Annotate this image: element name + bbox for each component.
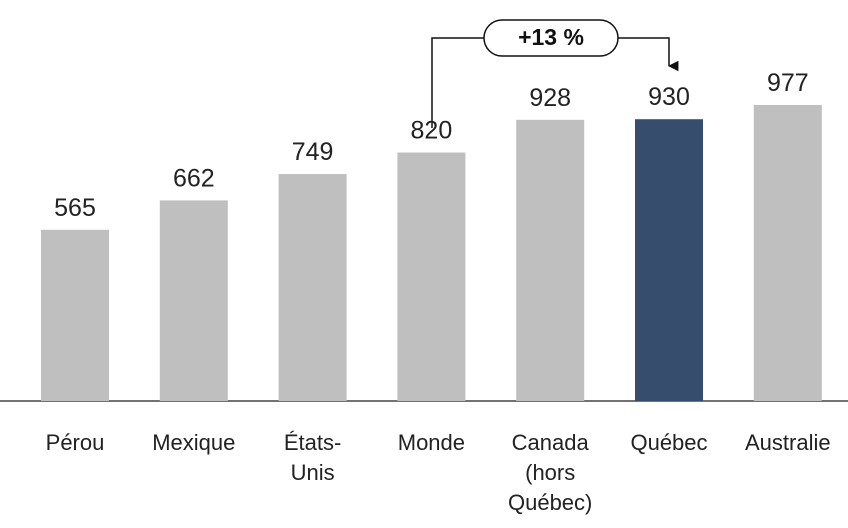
bar — [397, 152, 466, 401]
category-label: Mexique — [152, 430, 236, 455]
value-label: 977 — [767, 69, 809, 97]
category-label: Québec — [630, 430, 708, 455]
bar — [41, 229, 109, 401]
category-label: Monde — [397, 430, 466, 455]
category-label: Pérou — [45, 430, 105, 455]
annotation-arrow — [618, 37, 679, 72]
bar — [635, 119, 703, 402]
value-label: 820 — [411, 117, 453, 145]
value-label: 565 — [54, 194, 96, 222]
annotation-text: +13 % — [518, 24, 584, 50]
bar — [753, 104, 822, 402]
value-label: 662 — [173, 164, 215, 192]
value-label: 928 — [529, 84, 571, 112]
category-label: Canada (hors Québec) — [507, 430, 593, 515]
bar — [516, 119, 585, 401]
category-label: Australie — [745, 430, 831, 455]
bar — [278, 174, 347, 401]
value-label: 930 — [648, 83, 690, 111]
annotation-line — [431, 37, 484, 128]
category-label: États- Unis — [283, 430, 342, 485]
annotation-pill — [483, 19, 619, 57]
bar — [159, 200, 228, 401]
value-label: 749 — [292, 138, 334, 166]
